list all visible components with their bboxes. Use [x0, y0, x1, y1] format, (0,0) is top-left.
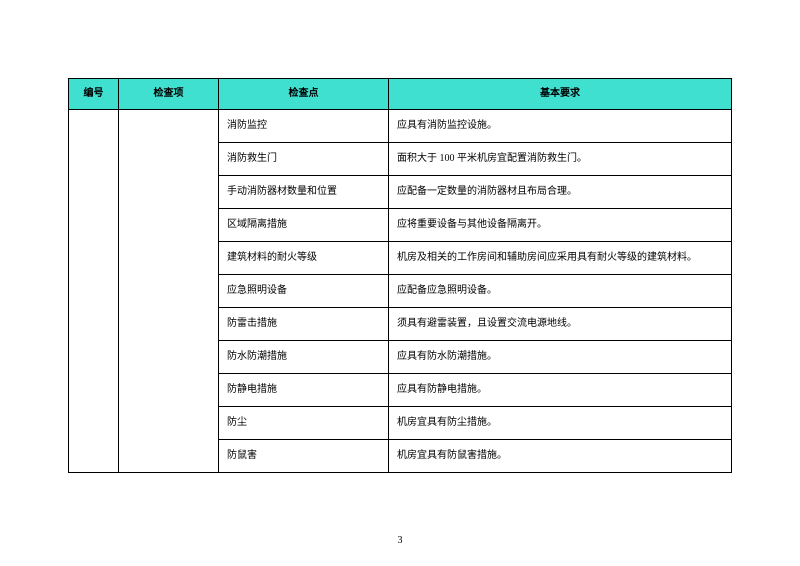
cell-point: 应急照明设备	[219, 275, 389, 308]
page-number: 3	[0, 535, 800, 546]
cell-req: 须具有避雷装置，且设置交流电源地线。	[389, 308, 732, 341]
table-body: 消防监控 应具有消防监控设施。 消防救生门 面积大于 100 平米机房宜配置消防…	[69, 110, 732, 473]
cell-item-merged	[119, 110, 219, 473]
cell-point: 防水防潮措施	[219, 341, 389, 374]
cell-point: 防鼠害	[219, 440, 389, 473]
cell-req: 应具有防静电措施。	[389, 374, 732, 407]
cell-point: 消防监控	[219, 110, 389, 143]
cell-req: 机房宜具有防鼠害措施。	[389, 440, 732, 473]
cell-point: 区域隔离措施	[219, 209, 389, 242]
header-item: 检查项	[119, 79, 219, 110]
cell-req: 应具有防水防潮措施。	[389, 341, 732, 374]
cell-point: 防尘	[219, 407, 389, 440]
table-row: 消防监控 应具有消防监控设施。	[69, 110, 732, 143]
cell-req: 应配备一定数量的消防器材且布局合理。	[389, 176, 732, 209]
cell-req: 应具有消防监控设施。	[389, 110, 732, 143]
cell-point: 建筑材料的耐火等级	[219, 242, 389, 275]
cell-point: 防静电措施	[219, 374, 389, 407]
header-id: 编号	[69, 79, 119, 110]
cell-point: 消防救生门	[219, 143, 389, 176]
cell-req: 应配备应急照明设备。	[389, 275, 732, 308]
cell-id-merged	[69, 110, 119, 473]
cell-point: 防雷击措施	[219, 308, 389, 341]
cell-req: 机房及相关的工作房间和辅助房间应采用具有耐火等级的建筑材料。	[389, 242, 732, 275]
cell-req: 机房宜具有防尘措施。	[389, 407, 732, 440]
inspection-table: 编号 检查项 检查点 基本要求 消防监控 应具有消防监控设施。 消防救生门 面积…	[68, 78, 732, 473]
cell-point: 手动消防器材数量和位置	[219, 176, 389, 209]
header-req: 基本要求	[389, 79, 732, 110]
document-page: 编号 检查项 检查点 基本要求 消防监控 应具有消防监控设施。 消防救生门 面积…	[0, 0, 800, 473]
header-point: 检查点	[219, 79, 389, 110]
table-header-row: 编号 检查项 检查点 基本要求	[69, 79, 732, 110]
cell-req: 面积大于 100 平米机房宜配置消防救生门。	[389, 143, 732, 176]
cell-req: 应将重要设备与其他设备隔离开。	[389, 209, 732, 242]
